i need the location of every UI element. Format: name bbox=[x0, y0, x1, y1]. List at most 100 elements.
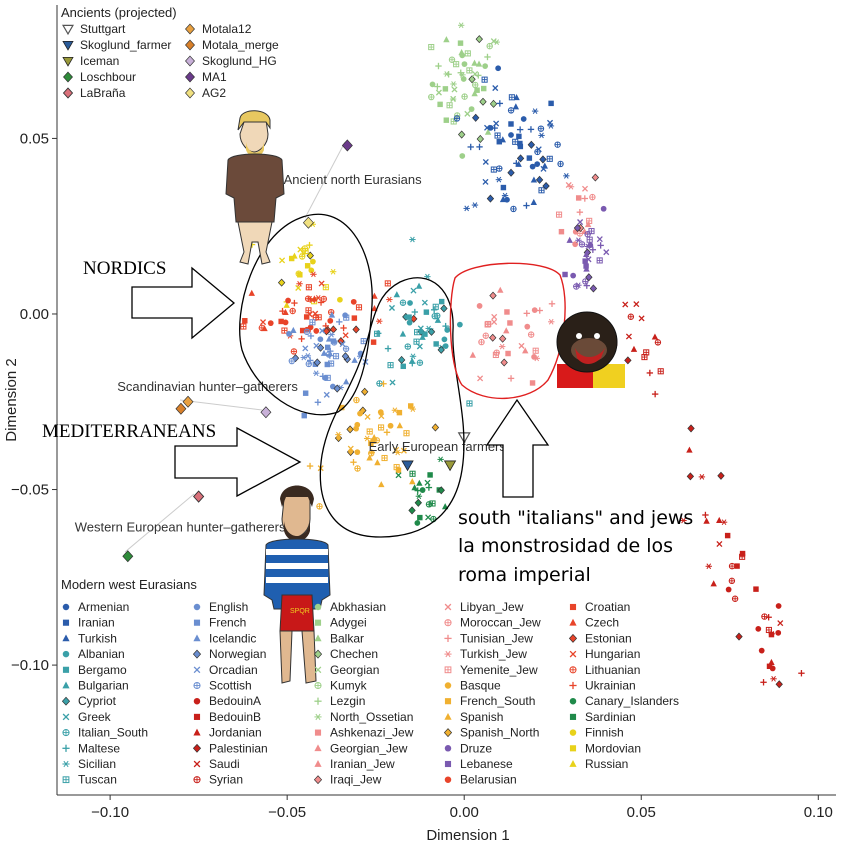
data-point bbox=[308, 267, 315, 274]
data-point bbox=[582, 185, 589, 192]
legend-entry: Armenian bbox=[62, 600, 129, 614]
data-point bbox=[404, 343, 412, 350]
data-point bbox=[507, 320, 513, 326]
legend-label: Ashkenazi_Jew bbox=[330, 726, 414, 740]
legend-marker bbox=[193, 619, 201, 626]
nordics-label: NORDICS bbox=[83, 258, 166, 279]
data-point bbox=[409, 406, 417, 412]
y-tick-label: 0.00 bbox=[20, 306, 49, 323]
monkey-figure bbox=[556, 311, 625, 388]
legend-entry: Ashkenazi_Jew bbox=[314, 726, 414, 740]
legend-label: Motala12 bbox=[202, 22, 252, 36]
legend-label: Jordanian bbox=[209, 726, 262, 740]
data-point bbox=[325, 351, 333, 358]
data-point bbox=[576, 208, 584, 216]
legend-label: Druze bbox=[460, 741, 492, 755]
data-point bbox=[510, 205, 517, 213]
legend-entry: Druze bbox=[444, 741, 492, 755]
data-point bbox=[531, 108, 539, 114]
data-point bbox=[755, 626, 762, 632]
legend-entry: Finnish bbox=[569, 726, 624, 740]
legend-marker bbox=[62, 57, 74, 67]
legend-entry: Skoglund_farmer bbox=[62, 38, 171, 52]
data-point bbox=[316, 343, 325, 352]
data-point bbox=[535, 146, 542, 153]
data-point bbox=[570, 272, 577, 279]
data-point bbox=[240, 323, 247, 330]
data-point bbox=[305, 284, 312, 291]
legend-entry: Hungarian bbox=[569, 647, 640, 661]
legend-label: LaBraña bbox=[80, 86, 126, 100]
data-point bbox=[453, 115, 461, 122]
legend-marker bbox=[314, 729, 322, 736]
legend-entry: Russian bbox=[569, 757, 628, 771]
data-point bbox=[425, 514, 432, 521]
data-point bbox=[765, 614, 772, 621]
data-point bbox=[376, 318, 383, 325]
legend-entry: LaBraña bbox=[62, 86, 126, 100]
data-point bbox=[489, 333, 497, 342]
legend-entry: Greek bbox=[62, 710, 112, 724]
data-point bbox=[307, 332, 315, 340]
data-point bbox=[589, 246, 597, 253]
data-point bbox=[526, 155, 533, 161]
data-point bbox=[354, 465, 361, 472]
data-point bbox=[366, 454, 373, 461]
legend-marker bbox=[192, 743, 202, 753]
legend-label: Turkish bbox=[78, 631, 117, 645]
data-point bbox=[366, 428, 373, 435]
data-point bbox=[285, 297, 291, 304]
data-point bbox=[450, 118, 457, 125]
data-point bbox=[346, 425, 354, 434]
data-point bbox=[315, 314, 322, 321]
legend-label: French bbox=[209, 616, 246, 630]
legend-entry: Turkish_Jew bbox=[444, 647, 527, 661]
data-point bbox=[378, 481, 385, 488]
legend-marker bbox=[185, 39, 195, 51]
legend-label: Kumyk bbox=[330, 679, 368, 693]
legend-marker bbox=[193, 776, 201, 784]
data-point bbox=[304, 295, 312, 302]
data-point bbox=[301, 412, 307, 419]
data-point bbox=[448, 56, 456, 63]
data-point bbox=[472, 113, 480, 122]
legend-marker bbox=[193, 713, 201, 720]
data-point bbox=[476, 143, 483, 151]
cluster-caucasus bbox=[428, 22, 500, 159]
annotations: Ancient north Eurasians Scandinavian hunt… bbox=[75, 172, 507, 535]
data-point bbox=[320, 295, 328, 303]
data-point bbox=[440, 304, 448, 313]
data-point bbox=[267, 320, 274, 327]
data-point bbox=[475, 72, 482, 79]
data-point bbox=[371, 292, 378, 299]
data-point bbox=[480, 85, 487, 92]
data-point bbox=[482, 178, 489, 185]
data-point bbox=[364, 413, 371, 420]
plot-axes: −0.10 −0.05 0.00 0.05 0.10 −0.10 −0.05 0.00 0.0… bbox=[3, 5, 836, 844]
data-point bbox=[391, 407, 399, 414]
data-point bbox=[654, 339, 662, 346]
data-point bbox=[395, 472, 402, 479]
data-point bbox=[370, 339, 377, 345]
data-point bbox=[505, 350, 511, 357]
data-point bbox=[419, 333, 426, 340]
data-point bbox=[457, 40, 464, 46]
data-point bbox=[589, 193, 596, 201]
legend-entry: Motala_merge bbox=[185, 38, 279, 52]
data-point bbox=[538, 132, 545, 139]
caption-line-3: roma imperial bbox=[458, 564, 591, 586]
data-point bbox=[296, 280, 303, 287]
legend-label: MA1 bbox=[202, 70, 227, 84]
data-point bbox=[524, 323, 531, 330]
data-point bbox=[351, 356, 358, 363]
data-point bbox=[414, 329, 421, 336]
legend-label: BedouinB bbox=[209, 710, 261, 724]
legend-entry: Orcadian bbox=[193, 663, 258, 677]
data-point bbox=[313, 370, 320, 377]
legend-marker bbox=[62, 776, 70, 784]
legend-label: Skoglund_HG bbox=[202, 54, 277, 68]
data-point bbox=[768, 658, 775, 665]
data-point bbox=[777, 620, 784, 627]
data-point bbox=[775, 603, 782, 609]
legend-entry: Adygei bbox=[314, 616, 367, 630]
